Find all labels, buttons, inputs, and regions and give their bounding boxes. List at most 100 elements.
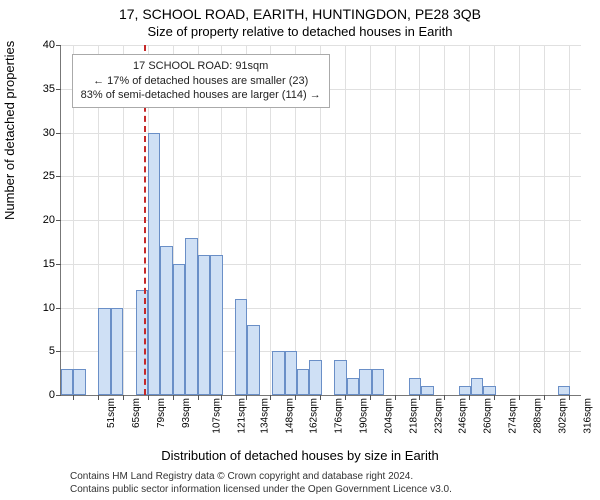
gridline-v [345,45,346,395]
histogram-bar [471,378,483,396]
xtick-mark [123,395,124,400]
xtick-label: 204sqm [384,398,395,434]
xtick-label: 288sqm [533,398,544,434]
infobox-line: 83% of semi-detached houses are larger (… [81,88,321,103]
gridline-v [519,45,520,395]
xtick-mark [98,395,99,400]
xtick-label: 79sqm [156,398,167,428]
xtick-label: 218sqm [408,398,419,434]
xtick-label: 232sqm [433,398,444,434]
infobox-line: 17 SCHOOL ROAD: 91sqm [81,59,321,74]
histogram-bar [210,255,222,395]
histogram-bar [459,386,471,395]
attribution-footer: Contains HM Land Registry data © Crown c… [70,471,452,496]
xtick-mark [345,395,346,400]
ytick-label: 35 [25,83,55,95]
xtick-mark [148,395,149,400]
histogram-bar [148,133,160,396]
histogram-bar [111,308,123,396]
histogram-bar [247,325,259,395]
ytick-label: 30 [25,127,55,139]
xtick-label: 316sqm [582,398,593,434]
xtick-label: 148sqm [284,398,295,434]
xtick-label: 260sqm [483,398,494,434]
ytick-mark [56,89,61,90]
xtick-mark [469,395,470,400]
histogram-bar [334,360,346,395]
footer-line-1: Contains HM Land Registry data © Crown c… [70,471,452,484]
ytick-mark [56,395,61,396]
histogram-bar [421,386,433,395]
ytick-mark [56,220,61,221]
histogram-bar [309,360,321,395]
gridline-v [569,45,570,395]
xtick-mark [173,395,174,400]
xtick-mark [569,395,570,400]
chart-title-address: 17, SCHOOL ROAD, EARITH, HUNTINGDON, PE2… [0,6,600,22]
histogram-bar [297,369,309,395]
xtick-mark [419,395,420,400]
xtick-label: 93sqm [181,398,192,428]
histogram-bar [409,378,421,396]
xtick-label: 176sqm [334,398,345,434]
ytick-mark [56,176,61,177]
xtick-mark [370,395,371,400]
histogram-bar [160,246,172,395]
histogram-bar [359,369,371,395]
ytick-mark [56,133,61,134]
histogram-bar [347,378,359,396]
infobox-line: ← 17% of detached houses are smaller (23… [81,74,321,89]
gridline-v [370,45,371,395]
ytick-label: 25 [25,170,55,182]
xtick-label: 274sqm [508,398,519,434]
xtick-mark [544,395,545,400]
xtick-label: 246sqm [458,398,469,434]
footer-line-2: Contains public sector information licen… [70,484,452,497]
histogram-bar [185,238,197,396]
ytick-label: 10 [25,302,55,314]
gridline-v [419,45,420,395]
histogram-bar [558,386,570,395]
xtick-label: 190sqm [359,398,370,434]
gridline-v [544,45,545,395]
histogram-bar [372,369,384,395]
plot-area: 17 SCHOOL ROAD: 91sqm← 17% of detached h… [60,45,581,396]
xtick-mark [320,395,321,400]
gridline-v [494,45,495,395]
ytick-mark [56,45,61,46]
xtick-mark [519,395,520,400]
ytick-label: 5 [25,345,55,357]
ytick-mark [56,351,61,352]
histogram-bar [285,351,297,395]
xtick-mark [198,395,199,400]
histogram-bar [61,369,73,395]
histogram-bar [198,255,210,395]
histogram-bar [173,264,185,395]
xtick-mark [73,395,74,400]
xtick-label: 134sqm [259,398,270,434]
xtick-label: 162sqm [309,398,320,434]
histogram-bar [73,369,85,395]
ytick-label: 20 [25,214,55,226]
chart-subtitle: Size of property relative to detached ho… [0,24,600,39]
histogram-bar [483,386,495,395]
xtick-label: 107sqm [211,398,222,434]
ytick-mark [56,264,61,265]
histogram-bar [272,351,284,395]
xtick-label: 121sqm [236,398,247,434]
y-axis-label: Number of detached properties [2,41,17,220]
ytick-label: 40 [25,39,55,51]
xtick-label: 65sqm [131,398,142,428]
ytick-label: 0 [25,389,55,401]
xtick-mark [395,395,396,400]
gridline-v [469,45,470,395]
chart-container: 17, SCHOOL ROAD, EARITH, HUNTINGDON, PE2… [0,0,600,500]
xtick-label: 302sqm [557,398,568,434]
xtick-mark [494,395,495,400]
gridline-v [395,45,396,395]
ytick-label: 15 [25,258,55,270]
ytick-mark [56,308,61,309]
xtick-label: 51sqm [106,398,117,428]
property-infobox: 17 SCHOOL ROAD: 91sqm← 17% of detached h… [72,54,330,109]
histogram-bar [98,308,110,396]
